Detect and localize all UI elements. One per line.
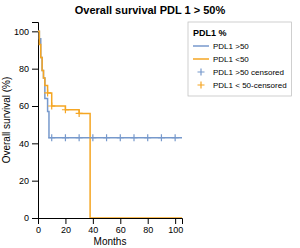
legend-swatch [193,45,209,47]
legend-item: PDL1 <50 [193,55,249,64]
km-curve [38,31,182,137]
chart: 0 20 40 60 80 100 0 20 40 60 80 100 Overall survival… [0,0,300,248]
y-tick-label: 40 [19,139,29,149]
x-axis: 0 20 40 60 80 100 [36,218,183,235]
x-axis-title: Months [94,236,127,247]
legend-label: PDL1 >50 [213,42,249,51]
y-axis: 0 20 40 60 80 100 [14,23,39,224]
y-tick-mark [32,31,38,32]
y-tick: 100 [14,27,38,37]
legend-item: PDL1 >50 censored [198,68,284,77]
y-tick-mark [32,69,38,70]
y-axis-title: Overall survival (%) [1,77,12,164]
legend-label: PDL1 < 50-censored [213,81,287,90]
x-axis-line [39,219,183,225]
censor-mark [158,134,165,141]
legend-label: PDL1 <50 [213,55,249,64]
x-tick-mark [120,218,121,224]
y-tick-mark [32,181,38,182]
legend-label: PDL1 >50 censored [213,68,284,77]
censor-mark [103,134,110,141]
legend-swatch [198,69,205,76]
chart-title: Overall survival PDL 1 > 50% [75,4,226,16]
x-tick-mark [175,218,176,224]
x-tick: 20 [61,218,71,235]
x-tick: 0 [36,218,41,235]
x-tick: 40 [88,218,98,235]
legend-swatch [198,82,205,89]
data-marks [38,31,182,218]
y-tick: 0 [24,213,38,223]
censor-mark [76,110,83,117]
x-tick-mark [148,218,149,224]
plot-area: 0 20 40 60 80 100 0 20 40 60 80 100 [14,23,183,236]
censor-mark [117,134,124,141]
x-tick: 80 [143,218,153,235]
y-tick-label: 60 [19,101,29,111]
x-tick-label: 20 [61,225,71,235]
censor-mark [144,134,151,141]
km-curve [38,31,182,218]
y-tick: 20 [19,176,38,186]
x-tick-label: 0 [36,225,41,235]
censor-mark [172,134,179,141]
y-tick-mark [32,218,38,219]
legend-item: PDL1 < 50-censored [198,81,287,90]
legend-item: PDL1 >50 [193,42,249,51]
y-tick: 40 [19,139,38,149]
legend-title: PDL1 % [193,28,227,38]
censor-mark [89,134,96,141]
y-tick-label: 20 [19,176,29,186]
x-tick-mark [65,218,66,224]
x-tick: 100 [168,218,183,235]
censor-mark [76,134,83,141]
censor-mark [62,134,69,141]
x-tick: 60 [116,218,126,235]
y-tick-label: 100 [14,27,29,37]
x-tick-label: 100 [168,225,183,235]
x-tick-label: 80 [143,225,153,235]
x-tick-mark [93,218,94,224]
y-tick-label: 0 [24,213,29,223]
censor-mark [44,89,51,96]
x-tick-label: 40 [88,225,98,235]
censor-mark [131,134,138,141]
y-tick-mark [32,143,38,144]
y-axis-line [32,23,39,219]
legend-swatch [193,58,209,60]
legend-box [188,22,292,96]
x-tick-label: 60 [116,225,126,235]
censor-mark [48,134,55,141]
censor-mark [48,103,55,110]
y-tick: 60 [19,101,38,111]
y-tick-mark [32,106,38,107]
y-tick-label: 80 [19,64,29,74]
censor-mark [62,106,69,113]
y-tick: 80 [19,64,38,74]
legend: PDL1 % PDL1 >50 PDL1 <50 PDL1 >50 censored P… [188,22,292,96]
